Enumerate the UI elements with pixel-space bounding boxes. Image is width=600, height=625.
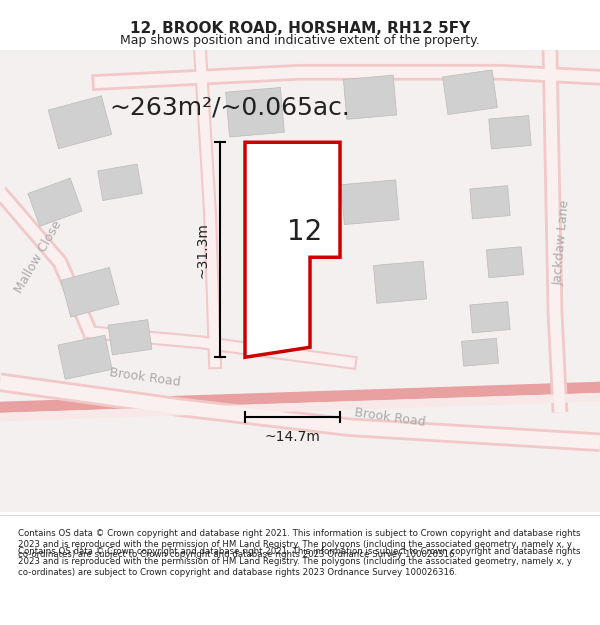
Text: ~263m²/~0.065ac.: ~263m²/~0.065ac. bbox=[110, 95, 350, 119]
Polygon shape bbox=[108, 319, 152, 355]
Polygon shape bbox=[341, 180, 399, 224]
Text: Brook Road: Brook Road bbox=[109, 366, 181, 389]
Polygon shape bbox=[443, 70, 497, 114]
Text: Mallow Close: Mallow Close bbox=[12, 219, 64, 296]
Text: Map shows position and indicative extent of the property.: Map shows position and indicative extent… bbox=[120, 34, 480, 47]
Polygon shape bbox=[61, 268, 119, 317]
Text: Brook Road: Brook Road bbox=[353, 406, 427, 429]
Polygon shape bbox=[98, 164, 142, 201]
Text: 12: 12 bbox=[287, 218, 323, 246]
Polygon shape bbox=[343, 75, 397, 119]
Polygon shape bbox=[461, 338, 499, 366]
Polygon shape bbox=[48, 96, 112, 149]
Polygon shape bbox=[470, 302, 510, 333]
Text: Jackdaw Lane: Jackdaw Lane bbox=[552, 199, 572, 286]
Polygon shape bbox=[470, 186, 510, 219]
Text: Contains OS data © Crown copyright and database right 2021. This information is : Contains OS data © Crown copyright and d… bbox=[18, 529, 581, 559]
Polygon shape bbox=[28, 178, 82, 226]
Polygon shape bbox=[58, 335, 112, 379]
Text: ~14.7m: ~14.7m bbox=[265, 430, 320, 444]
Polygon shape bbox=[373, 261, 427, 303]
Polygon shape bbox=[487, 247, 524, 278]
Text: ~31.3m: ~31.3m bbox=[196, 222, 210, 278]
Polygon shape bbox=[245, 142, 340, 358]
Text: Contains OS data © Crown copyright and database right 2021. This information is : Contains OS data © Crown copyright and d… bbox=[18, 547, 581, 577]
Polygon shape bbox=[489, 116, 531, 149]
Text: 12, BROOK ROAD, HORSHAM, RH12 5FY: 12, BROOK ROAD, HORSHAM, RH12 5FY bbox=[130, 21, 470, 36]
Polygon shape bbox=[226, 88, 284, 137]
